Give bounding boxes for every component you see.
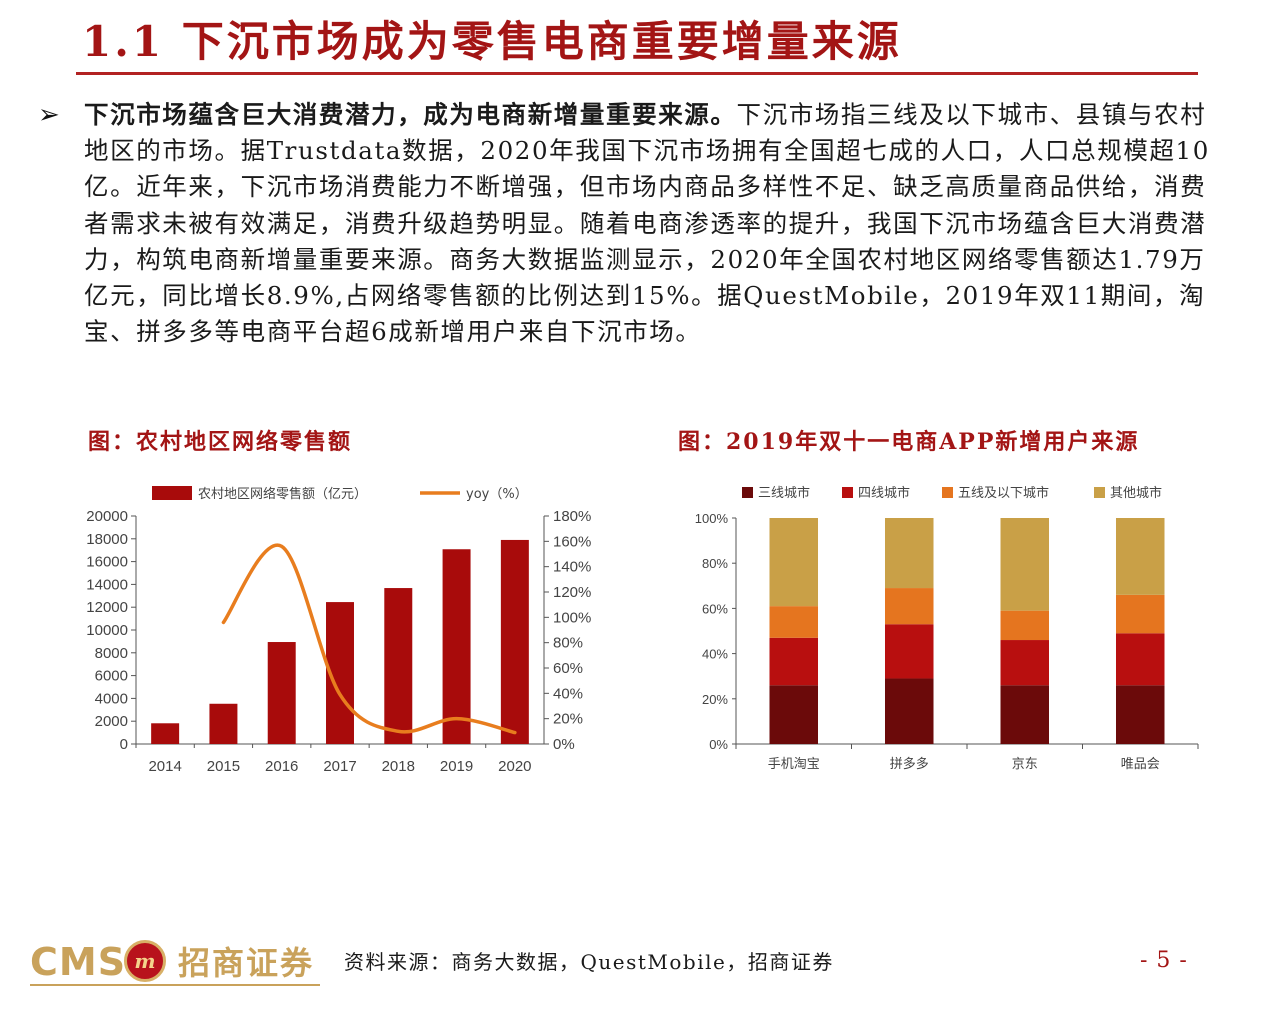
legend-line-label: yoy（%） [466, 487, 528, 502]
page-number: - 5 - [1140, 948, 1188, 973]
y-tick-label: 100% [695, 511, 729, 526]
x-tick-label: 2018 [382, 758, 415, 775]
right-tick-label: 140% [553, 559, 591, 576]
title-divider [76, 72, 1198, 75]
legend-label: 四线城市 [858, 485, 910, 501]
left-tick-label: 4000 [95, 690, 128, 707]
right-tick-label: 60% [553, 660, 583, 677]
x-tick-label: 拼多多 [890, 756, 929, 772]
right-tick-label: 180% [553, 508, 591, 525]
source-note: 资料来源：商务大数据，QuestMobile，招商证券 [344, 950, 834, 974]
legend-swatch [1094, 487, 1105, 498]
bar-2016 [267, 642, 296, 744]
x-tick-label: 手机淘宝 [768, 757, 820, 772]
x-tick-label: 2016 [265, 758, 298, 775]
body-text: 下沉市场指三线及以下城市、县镇与农村地区的市场。据Trustdata数据，202… [84, 100, 1210, 347]
legend-label: 其他城市 [1110, 485, 1162, 501]
logo-underline [30, 984, 320, 986]
stack-唯品会-四线城市 [1115, 633, 1165, 686]
legend-label: 五线及以下城市 [958, 485, 1049, 501]
stack-京东-其他城市 [1000, 518, 1050, 611]
cms-logo-text: CMS [30, 940, 127, 984]
left-tick-label: 0 [120, 736, 128, 753]
stack-京东-三线城市 [1000, 685, 1050, 744]
right-tick-label: 20% [553, 711, 583, 728]
stack-手机淘宝-四线城市 [769, 637, 819, 686]
left-tick-label: 10000 [86, 622, 128, 639]
stack-京东-五线及以下城市 [1000, 610, 1050, 641]
x-tick-label: 京东 [1012, 757, 1038, 772]
left-tick-label: 16000 [86, 554, 128, 571]
x-tick-label: 2019 [440, 758, 473, 775]
yoy-line [221, 543, 517, 735]
right-figure-title: 图：2019年双十一电商APP新增用户来源 [678, 429, 1140, 455]
left-tick-label: 20000 [86, 508, 128, 525]
x-tick-label: 2020 [498, 758, 531, 775]
left-tick-label: 18000 [86, 531, 128, 548]
x-tick-label: 2015 [207, 758, 240, 775]
bar-2019 [442, 549, 471, 744]
y-tick-label: 80% [702, 556, 728, 571]
y-tick-label: 0% [709, 737, 728, 752]
new-user-source-chart: 0% 20% 40% 60% 80% 100% 手机淘宝 拼多多 京东 唯品会 三线城市 四线城市 五线… [695, 485, 1199, 772]
stack-唯品会-五线及以下城市 [1115, 594, 1165, 634]
left-figure-title: 图：农村地区网络零售额 [88, 429, 353, 455]
bar-2014 [151, 723, 180, 744]
right-tick-label: 0% [553, 736, 575, 753]
page-title: 1.1 下沉市场成为零售电商重要增量来源 [82, 17, 902, 66]
x-tick-label: 2017 [323, 758, 356, 775]
x-tick-label: 2014 [148, 758, 181, 775]
legend-swatch [842, 487, 853, 498]
stack-唯品会-其他城市 [1115, 518, 1165, 595]
legend-label: 三线城市 [758, 485, 810, 501]
stack-唯品会-三线城市 [1115, 685, 1165, 744]
legend-bar-swatch [152, 486, 192, 500]
right-tick-label: 100% [553, 609, 591, 626]
left-tick-label: 12000 [86, 599, 128, 616]
left-tick-label: 2000 [95, 713, 128, 730]
left-tick-label: 6000 [95, 668, 128, 685]
stack-拼多多-四线城市 [884, 624, 934, 679]
body-lead: 下沉市场蕴含巨大消费潜力，成为电商新增量重要来源。 [84, 100, 737, 129]
x-tick-label: 唯品会 [1121, 757, 1160, 772]
bar-2018 [384, 588, 413, 744]
y-tick-label: 60% [702, 601, 728, 616]
stack-拼多多-其他城市 [884, 518, 934, 589]
y-tick-label: 40% [702, 647, 728, 662]
legend-bar-label: 农村地区网络零售额（亿元） [198, 486, 367, 502]
brand-name: 招商证券 [178, 944, 315, 982]
left-tick-label: 14000 [86, 576, 128, 593]
rural-retail-chart: 0 2000 4000 6000 8000 10000 12000 14000 16000 180… [86, 486, 591, 775]
legend-swatch [742, 487, 753, 498]
right-tick-label: 120% [553, 584, 591, 601]
bar-2015 [209, 703, 238, 744]
right-tick-label: 80% [553, 635, 583, 652]
legend-swatch [942, 487, 953, 498]
stack-手机淘宝-三线城市 [769, 685, 819, 744]
cms-logo-icon: m [124, 940, 166, 982]
bar-2020 [500, 539, 529, 744]
bullet-arrow-icon: ➢ [38, 100, 60, 130]
body-paragraph: 下沉市场蕴含巨大消费潜力，成为电商新增量重要来源。下沉市场指三线及以下城市、县镇… [84, 97, 1224, 350]
right-tick-label: 40% [553, 685, 583, 702]
stack-拼多多-三线城市 [884, 678, 934, 744]
stack-手机淘宝-其他城市 [769, 518, 819, 607]
right-tick-label: 160% [553, 533, 591, 550]
y-tick-label: 20% [702, 692, 728, 707]
stack-手机淘宝-五线及以下城市 [769, 606, 819, 638]
stack-拼多多-五线及以下城市 [884, 588, 934, 625]
stack-京东-四线城市 [1000, 640, 1050, 686]
left-tick-label: 8000 [95, 645, 128, 662]
